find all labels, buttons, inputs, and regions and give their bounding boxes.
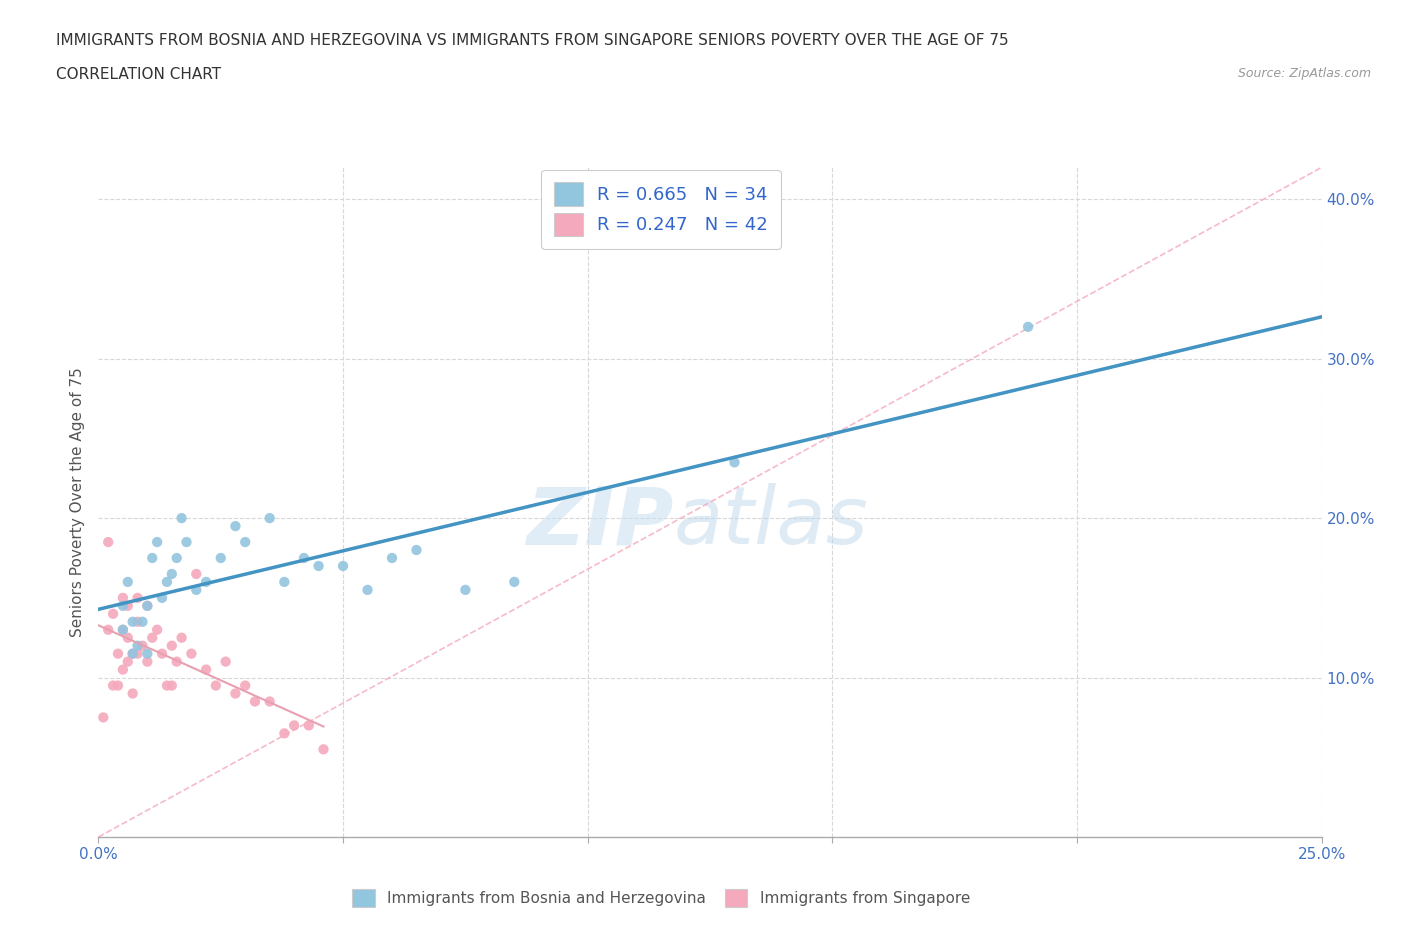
Point xyxy=(298,718,321,733)
Point xyxy=(111,622,134,637)
Point xyxy=(131,638,153,653)
Point xyxy=(101,606,124,621)
Point xyxy=(111,662,134,677)
Point xyxy=(111,622,134,637)
Point xyxy=(259,694,281,709)
Point xyxy=(214,654,236,669)
Point xyxy=(111,598,134,613)
Point xyxy=(160,566,183,581)
Legend: Immigrants from Bosnia and Herzegovina, Immigrants from Singapore: Immigrants from Bosnia and Herzegovina, … xyxy=(343,880,979,916)
Point xyxy=(97,622,120,637)
Point xyxy=(312,742,335,757)
Point xyxy=(107,646,129,661)
Point xyxy=(195,575,218,590)
Point xyxy=(195,662,218,677)
Point xyxy=(283,718,305,733)
Point xyxy=(405,542,427,557)
Point xyxy=(170,631,193,645)
Point xyxy=(381,551,404,565)
Point xyxy=(131,615,153,630)
Point xyxy=(160,638,183,653)
Point xyxy=(136,598,159,613)
Text: CORRELATION CHART: CORRELATION CHART xyxy=(56,67,221,82)
Point xyxy=(141,551,163,565)
Point xyxy=(136,646,159,661)
Point xyxy=(127,638,149,653)
Point xyxy=(273,726,295,741)
Point xyxy=(117,654,139,669)
Text: atlas: atlas xyxy=(673,484,868,562)
Point xyxy=(121,615,143,630)
Point xyxy=(141,631,163,645)
Point xyxy=(117,598,139,613)
Point xyxy=(292,551,315,565)
Point xyxy=(166,551,188,565)
Point xyxy=(97,535,120,550)
Point xyxy=(356,582,378,597)
Point xyxy=(233,535,256,550)
Point xyxy=(156,575,179,590)
Point xyxy=(273,575,295,590)
Point xyxy=(121,686,143,701)
Point xyxy=(233,678,256,693)
Point xyxy=(243,694,266,709)
Point xyxy=(117,575,139,590)
Point xyxy=(332,559,354,574)
Point xyxy=(146,622,169,637)
Point xyxy=(209,551,232,565)
Point xyxy=(111,591,134,605)
Point xyxy=(454,582,477,597)
Point xyxy=(121,646,143,661)
Point xyxy=(166,654,188,669)
Point xyxy=(723,455,745,470)
Point xyxy=(186,566,208,581)
Point xyxy=(107,678,129,693)
Point xyxy=(150,591,173,605)
Text: IMMIGRANTS FROM BOSNIA AND HERZEGOVINA VS IMMIGRANTS FROM SINGAPORE SENIORS POVE: IMMIGRANTS FROM BOSNIA AND HERZEGOVINA V… xyxy=(56,33,1010,47)
Point xyxy=(186,582,208,597)
Point xyxy=(146,535,169,550)
Point xyxy=(308,559,330,574)
Point xyxy=(117,631,139,645)
Point xyxy=(101,678,124,693)
Point xyxy=(224,519,246,534)
Point xyxy=(503,575,526,590)
Point xyxy=(136,598,159,613)
Text: ZIP: ZIP xyxy=(526,484,673,562)
Point xyxy=(259,511,281,525)
Point xyxy=(156,678,179,693)
Point xyxy=(160,678,183,693)
Point xyxy=(170,511,193,525)
Point xyxy=(224,686,246,701)
Point xyxy=(136,654,159,669)
Point xyxy=(1017,319,1039,334)
Point xyxy=(127,615,149,630)
Point xyxy=(91,710,114,724)
Point xyxy=(127,591,149,605)
Point xyxy=(121,646,143,661)
Point xyxy=(176,535,198,550)
Point xyxy=(150,646,173,661)
Point xyxy=(127,646,149,661)
Point xyxy=(205,678,228,693)
Text: Source: ZipAtlas.com: Source: ZipAtlas.com xyxy=(1237,67,1371,80)
Point xyxy=(180,646,202,661)
Y-axis label: Seniors Poverty Over the Age of 75: Seniors Poverty Over the Age of 75 xyxy=(70,367,86,637)
